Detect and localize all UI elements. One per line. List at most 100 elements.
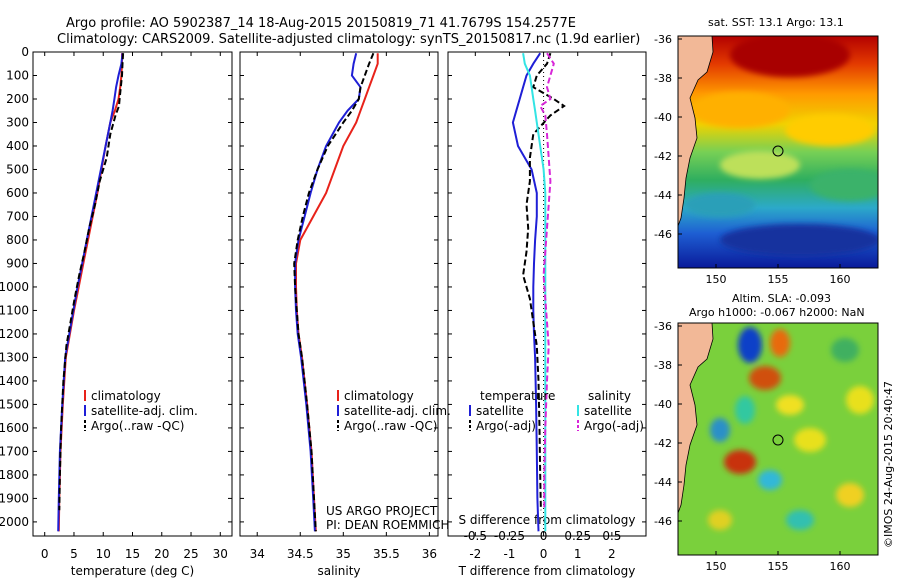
series-line — [538, 52, 555, 511]
y-tick-label: 1300 — [0, 350, 29, 364]
y-tick-label: 1400 — [0, 374, 29, 388]
map-y-label: -38 — [654, 72, 672, 85]
x-tick-label: 5 — [70, 547, 78, 561]
x-tick-label: 30 — [213, 547, 228, 561]
map-x-label: 150 — [706, 560, 727, 573]
sla-argo-marker — [772, 434, 784, 446]
difference-panel: -2 -1 0 1 2 T difference from climatology S di… — [447, 51, 647, 578]
series-line — [522, 53, 547, 532]
y-tick-label: 500 — [6, 162, 29, 176]
map-y-label: -36 — [654, 320, 672, 333]
series-line — [293, 52, 375, 532]
x-tick-label: 10 — [96, 547, 111, 561]
credit-project: US ARGO PROJECT — [326, 504, 438, 518]
x-tick-label: 15 — [125, 547, 140, 561]
x-tick-label: 0 — [540, 547, 548, 561]
y-tick-label: 1600 — [0, 421, 29, 435]
x-tick-label: 25 — [183, 547, 198, 561]
s-tick-label: 0.5 — [602, 529, 621, 543]
sst-map: sat. SST: 13.1 Argo: 13.1 -36 -38 -40 -42 -4… — [654, 16, 879, 286]
x-tick-label: -2 — [469, 547, 481, 561]
series-line — [294, 52, 362, 532]
legend-label: satellite-adj. clim. — [344, 404, 451, 418]
map-y-label: -44 — [654, 476, 672, 489]
map-y-label: -40 — [654, 398, 672, 411]
legend-label: Argo(..raw -QC) — [344, 419, 437, 433]
y-tick-label: 900 — [6, 256, 29, 270]
credit-pi: PI: DEAN ROEMMICH — [326, 518, 449, 532]
x-tick-label: 35.5 — [373, 547, 400, 561]
x-axis-label-top: S difference from climatology — [459, 513, 636, 527]
legend-label: climatology — [344, 389, 414, 403]
salinity-panel: 34 34.5 35 35.5 36 salinity climatologysatelli… — [239, 51, 451, 578]
plot-frame — [239, 51, 439, 537]
y-tick-label: 300 — [6, 115, 29, 129]
y-tick-label: 1700 — [0, 444, 29, 458]
legend-label: Argo(-adj) — [476, 419, 536, 433]
legend-label: satellite — [476, 404, 524, 418]
x-tick-label: 34 — [250, 547, 265, 561]
temperature-panel: 0100200300400500600700800900100011001200… — [0, 45, 233, 578]
x-tick-label: -1 — [503, 547, 515, 561]
s-tick-label: -0.25 — [494, 529, 525, 543]
y-tick-label: 1100 — [0, 303, 29, 317]
y-tick-label: 0 — [21, 45, 29, 59]
sla-map: Altim. SLA: -0.093 Argo h1000: -0.067 h2… — [654, 292, 879, 573]
y-tick-label: 2000 — [0, 515, 29, 529]
series-line — [511, 52, 542, 532]
x-tick-label: 1 — [574, 547, 582, 561]
y-tick-label: 100 — [6, 68, 29, 82]
x-tick-label: 36 — [422, 547, 437, 561]
y-tick-label: 1500 — [0, 397, 29, 411]
map-y-label: -38 — [654, 359, 672, 372]
s-tick-label: -0.5 — [464, 529, 487, 543]
map-x-label: 160 — [830, 273, 851, 286]
map-y-label: -42 — [654, 437, 672, 450]
x-tick-label: 2 — [608, 547, 616, 561]
title-line1: Argo profile: AO 5902387_14 18-Aug-2015 … — [66, 16, 576, 31]
map-x-label: 150 — [706, 273, 727, 286]
sla-map-title2: Argo h1000: -0.067 h2000: NaN — [689, 306, 865, 319]
x-axis-label: T difference from climatology — [458, 564, 636, 578]
map-y-label: -40 — [654, 111, 672, 124]
sla-map-title1: Altim. SLA: -0.093 — [732, 292, 831, 305]
s-tick-label: 0 — [540, 529, 548, 543]
sst-map-title: sat. SST: 13.1 Argo: 13.1 — [708, 16, 844, 29]
series-line — [522, 52, 566, 511]
sst-argo-marker — [772, 145, 784, 157]
map-y-label: -46 — [654, 228, 672, 241]
x-axis-label: salinity — [317, 564, 360, 578]
legend-label: Argo(..raw -QC) — [91, 419, 184, 433]
x-tick-label: 20 — [154, 547, 169, 561]
legend-label: satellite — [584, 404, 632, 418]
x-tick-label: 0 — [41, 547, 49, 561]
title-line2: Climatology: CARS2009. Satellite-adjuste… — [57, 32, 640, 47]
map-x-label: 160 — [830, 560, 851, 573]
y-tick-label: 700 — [6, 209, 29, 223]
legend-heading: temperature — [480, 389, 555, 403]
y-tick-label: 400 — [6, 139, 29, 153]
y-tick-label: 1800 — [0, 468, 29, 482]
y-tick-label: 600 — [6, 186, 29, 200]
map-y-label: -46 — [654, 515, 672, 528]
s-tick-label: 0.25 — [564, 529, 591, 543]
plot-frame — [32, 51, 233, 537]
map-x-label: 155 — [768, 560, 789, 573]
legend-label: Argo(-adj) — [584, 419, 644, 433]
imos-credit: ©IMOS 24-Aug-2015 20:40:47 — [882, 381, 895, 548]
x-tick-label: 34.5 — [287, 547, 314, 561]
series-line — [58, 53, 125, 511]
y-tick-label: 1200 — [0, 327, 29, 341]
y-tick-label: 200 — [6, 92, 29, 106]
legend-heading: salinity — [588, 389, 631, 403]
map-y-label: -44 — [654, 189, 672, 202]
y-tick-label: 1900 — [0, 491, 29, 505]
y-tick-label: 1000 — [0, 280, 29, 294]
x-tick-label: 35 — [336, 547, 351, 561]
y-tick-label: 800 — [6, 233, 29, 247]
map-x-label: 155 — [768, 273, 789, 286]
plot-frame — [447, 51, 647, 537]
map-y-label: -42 — [654, 150, 672, 163]
x-axis-label: temperature (deg C) — [71, 564, 194, 578]
